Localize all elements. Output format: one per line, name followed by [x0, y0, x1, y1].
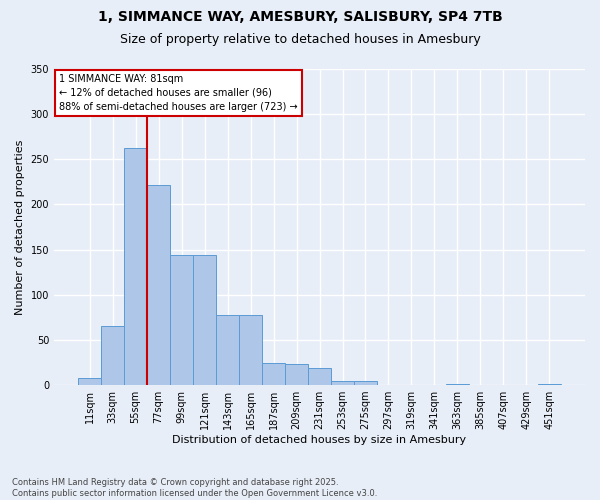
- Text: 1, SIMMANCE WAY, AMESBURY, SALISBURY, SP4 7TB: 1, SIMMANCE WAY, AMESBURY, SALISBURY, SP…: [98, 10, 502, 24]
- Bar: [170, 255, 193, 385]
- Bar: [147, 184, 170, 385]
- Bar: [262, 364, 285, 385]
- Bar: [124, 148, 147, 385]
- Text: Contains HM Land Registry data © Crown copyright and database right 2025.
Contai: Contains HM Land Registry data © Crown c…: [12, 478, 377, 498]
- Bar: [239, 314, 262, 385]
- Bar: [538, 384, 561, 385]
- Bar: [446, 384, 469, 385]
- Bar: [354, 380, 377, 385]
- X-axis label: Distribution of detached houses by size in Amesbury: Distribution of detached houses by size …: [172, 435, 467, 445]
- Bar: [78, 378, 101, 385]
- Bar: [308, 368, 331, 385]
- Bar: [193, 255, 216, 385]
- Bar: [216, 314, 239, 385]
- Bar: [101, 326, 124, 385]
- Text: 1 SIMMANCE WAY: 81sqm
← 12% of detached houses are smaller (96)
88% of semi-deta: 1 SIMMANCE WAY: 81sqm ← 12% of detached …: [59, 74, 298, 112]
- Y-axis label: Number of detached properties: Number of detached properties: [15, 140, 25, 314]
- Bar: [331, 380, 354, 385]
- Bar: [285, 364, 308, 385]
- Text: Size of property relative to detached houses in Amesbury: Size of property relative to detached ho…: [119, 32, 481, 46]
